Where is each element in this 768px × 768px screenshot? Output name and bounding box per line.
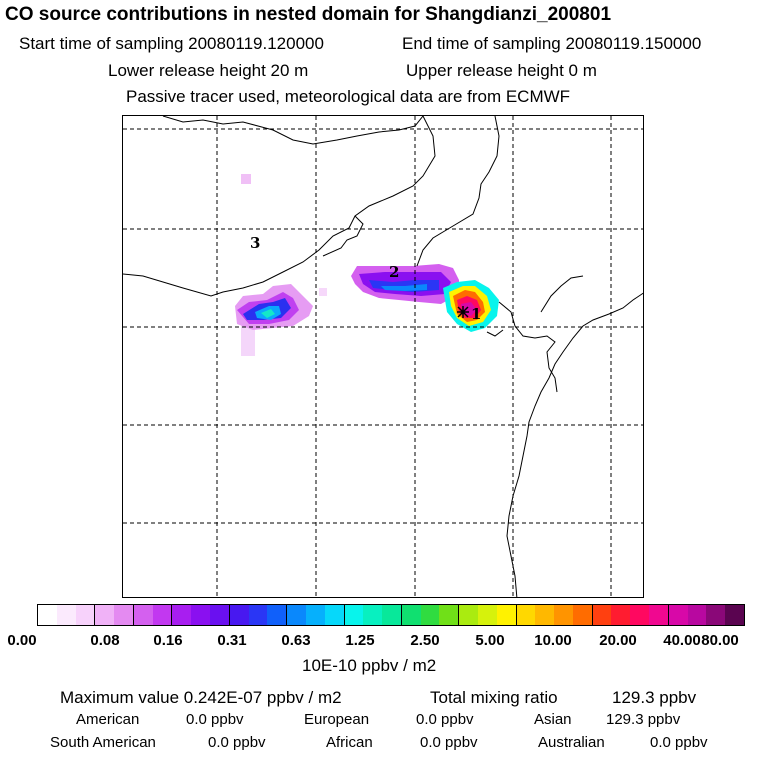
colorbar-segment bbox=[94, 605, 115, 625]
european-value: 0.0 ppbv bbox=[416, 711, 474, 728]
colorbar-tick-label: 0.08 bbox=[90, 632, 120, 649]
colorbar-segment bbox=[75, 605, 95, 625]
colorbar-tick-label: 5.00 bbox=[475, 632, 505, 649]
tracer-note-text: Passive tracer used, meteorological data… bbox=[126, 87, 571, 106]
colorbar-segment bbox=[228, 605, 249, 625]
colorbar-segment bbox=[210, 605, 229, 625]
map-grid bbox=[123, 116, 643, 597]
map-panel: 3 2 1 bbox=[122, 115, 644, 598]
african-value: 0.0 ppbv bbox=[420, 734, 478, 751]
asian-value: 129.3 ppbv bbox=[606, 711, 681, 728]
asian-label: Asian bbox=[534, 711, 572, 728]
colorbar-segment bbox=[477, 605, 497, 625]
colorbar-segment bbox=[667, 605, 688, 625]
colorbar-tick-label: 1.25 bbox=[345, 632, 375, 649]
colorbar-segment bbox=[554, 605, 573, 625]
colorbar-tick-label: 2.50 bbox=[410, 632, 440, 649]
colorbar-segment bbox=[515, 605, 536, 625]
australian-value: 0.0 ppbv bbox=[650, 734, 708, 751]
colorbar-segment bbox=[114, 605, 133, 625]
colorbar-segment bbox=[439, 605, 459, 625]
colorbar-tick-label: 0.00 bbox=[7, 632, 37, 649]
colorbar-segment bbox=[630, 605, 649, 625]
colorbar-tick-label: 0.16 bbox=[153, 632, 183, 649]
american-label: American bbox=[76, 711, 140, 728]
map-svg: 3 2 1 bbox=[123, 116, 643, 597]
colorbar-tick-label: 0.63 bbox=[281, 632, 311, 649]
colorbar-tick-label: 0.31 bbox=[217, 632, 247, 649]
colorbar-segment bbox=[591, 605, 612, 625]
colorbar-segment bbox=[706, 605, 726, 625]
colorbar-segment bbox=[687, 605, 707, 625]
south-american-label: South American bbox=[50, 734, 156, 751]
colorbar-segment bbox=[132, 605, 153, 625]
upper-height-text: Upper release height 0 m bbox=[406, 61, 597, 80]
max-value-text: Maximum value 0.242E-07 ppbv / m2 bbox=[60, 688, 342, 707]
colorbar-segment bbox=[572, 605, 592, 625]
australian-label: Australian bbox=[538, 734, 605, 751]
chart-title: CO source contributions in nested domain… bbox=[5, 4, 612, 25]
colorbar-segment bbox=[171, 605, 192, 625]
colorbar-unit: 10E-10 ppbv / m2 bbox=[302, 656, 437, 675]
european-label: European bbox=[304, 711, 370, 728]
colorbar-segment bbox=[496, 605, 516, 625]
map-boundaries bbox=[123, 116, 643, 597]
colorbar-segment bbox=[56, 605, 76, 625]
colorbar-segment bbox=[191, 605, 211, 625]
colorbar-segment bbox=[305, 605, 325, 625]
colorbar-segment bbox=[725, 605, 744, 625]
lower-height-text: Lower release height 20 m bbox=[108, 61, 309, 80]
colorbar-segment bbox=[535, 605, 555, 625]
american-value: 0.0 ppbv bbox=[186, 711, 244, 728]
total-mixing-label: Total mixing ratio bbox=[430, 688, 558, 707]
colorbar-segment bbox=[38, 605, 57, 625]
receptor-star-icon bbox=[457, 306, 469, 318]
colorbar-segment bbox=[363, 605, 383, 625]
colorbar-segment bbox=[324, 605, 344, 625]
colorbar-segment bbox=[649, 605, 668, 625]
colorbar-tick-label: 20.00 bbox=[599, 632, 637, 649]
african-label: African bbox=[326, 734, 373, 751]
colorbar-segment bbox=[611, 605, 631, 625]
colorbar bbox=[37, 604, 745, 626]
colorbar-segment bbox=[420, 605, 440, 625]
colorbar-segment bbox=[248, 605, 268, 625]
colorbar-segment bbox=[286, 605, 306, 625]
map-label-2: 2 bbox=[389, 263, 399, 281]
colorbar-tick-label: 40.00 bbox=[663, 632, 701, 649]
start-time-text: Start time of sampling 20080119.120000 bbox=[19, 34, 324, 53]
colorbar-segment bbox=[152, 605, 172, 625]
colorbar-segment bbox=[458, 605, 478, 625]
south-american-value: 0.0 ppbv bbox=[208, 734, 266, 751]
colorbar-segment bbox=[400, 605, 421, 625]
colorbar-tick-label: 10.00 bbox=[534, 632, 572, 649]
total-mixing-value: 129.3 ppbv bbox=[612, 688, 697, 707]
colorbar-segment bbox=[343, 605, 364, 625]
plume-west bbox=[235, 174, 327, 356]
colorbar-segment bbox=[382, 605, 401, 625]
colorbar-tick-label: 80.00 bbox=[701, 632, 739, 649]
end-time-text: End time of sampling 20080119.150000 bbox=[402, 34, 702, 53]
map-label-3: 3 bbox=[250, 234, 260, 252]
colorbar-segment bbox=[267, 605, 287, 625]
map-label-1: 1 bbox=[471, 305, 481, 323]
